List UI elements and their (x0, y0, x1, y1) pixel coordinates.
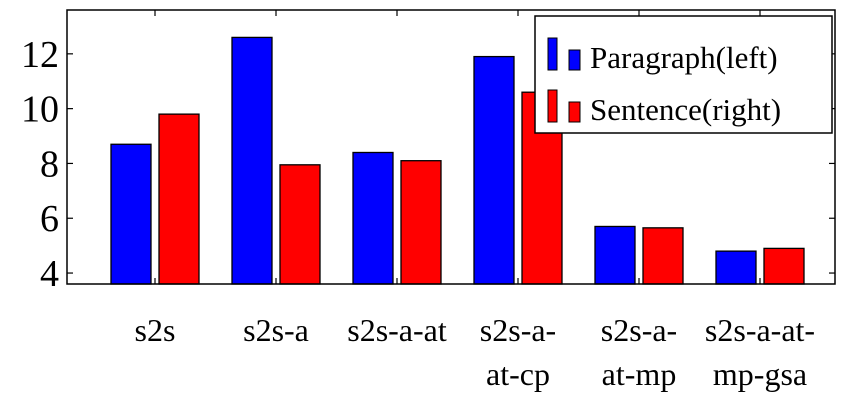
y-tick-label: 10 (21, 89, 59, 131)
bar-sentence (642, 227, 684, 285)
bar-paragraph (352, 151, 394, 285)
bars-layer (110, 36, 805, 285)
x-tick-label: at-cp (486, 356, 550, 392)
bar-sentence (158, 113, 200, 285)
tick-layer (67, 10, 835, 284)
legend: Paragraph(left) Sentence(right) (534, 15, 833, 134)
bar-paragraph (594, 225, 636, 285)
y-tick-label: 6 (40, 198, 59, 240)
legend-swatch (547, 89, 558, 123)
legend-label: Sentence(right) (590, 92, 781, 127)
y-tick-label: 4 (40, 253, 59, 295)
x-tick-label: s2s-a- (480, 312, 556, 348)
y-tick-label: 12 (21, 34, 59, 76)
legend-swatch (547, 37, 558, 71)
x-tick-label: s2s-a (243, 312, 309, 348)
legend-box (534, 15, 833, 134)
bar-sentence (400, 160, 442, 285)
x-tick-label: s2s-a- (601, 312, 677, 348)
x-tick-label: s2s (135, 312, 176, 348)
y-tick-label: 8 (40, 143, 59, 185)
x-tick-label: s2s-a-at- (705, 312, 815, 348)
bar-paragraph (473, 55, 515, 285)
bar-paragraph (110, 143, 152, 285)
x-tick-label: s2s-a-at (347, 312, 447, 348)
x-tick-label: at-mp (602, 356, 677, 392)
legend-swatch (568, 101, 581, 123)
x-tick-label: mp-gsa (713, 356, 807, 392)
bar-paragraph (231, 36, 273, 285)
bar-paragraph (715, 250, 757, 285)
plot-frame (66, 9, 836, 285)
y-tick-labels: 4 6 8 10 12 (21, 34, 59, 295)
bar-sentence (763, 247, 805, 285)
legend-label: Paragraph(left) (590, 40, 778, 75)
legend-swatch (568, 49, 581, 71)
bar-sentence (279, 164, 321, 285)
x-tick-labels: s2s s2s-a s2s-a-at s2s-a-at-cp s2s-a-at-mp s2… (135, 312, 816, 392)
